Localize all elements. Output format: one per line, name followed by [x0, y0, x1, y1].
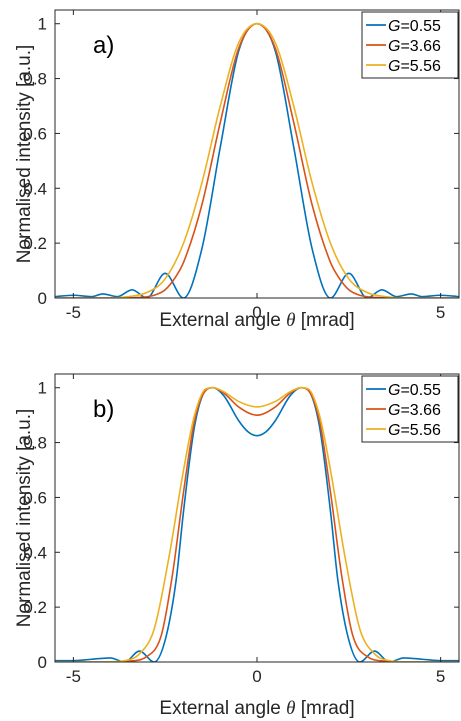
- y-tick-label: 0.6: [23, 124, 47, 143]
- series-group: [55, 386, 459, 662]
- legend-entry: G=3.66: [388, 38, 441, 55]
- panel-label: a): [93, 32, 114, 59]
- series-line-G=0.55: [55, 386, 459, 662]
- y-tick-label: 0: [38, 653, 47, 672]
- x-tick-label: 5: [436, 303, 445, 322]
- x-axis-label: External angle θ [mrad]: [159, 310, 354, 331]
- chart-panel-2: -5 0 5 0 0.2 0.4 0.6 0.8 1 External angle θ [mrad…: [14, 373, 460, 719]
- y-tick-label: 0.8: [23, 434, 47, 453]
- series-line-G=5.56: [55, 22, 459, 298]
- legend-entry: G=5.56: [388, 58, 441, 75]
- series-line-G=3.66: [55, 386, 459, 662]
- x-tick-label: 0: [252, 303, 261, 322]
- legend-entry: G=3.66: [388, 402, 441, 419]
- y-tick-label: 1: [38, 15, 47, 34]
- y-tick-label: 0: [38, 289, 47, 308]
- x-tick-label: 5: [436, 667, 445, 686]
- x-tick-label: 0: [252, 667, 261, 686]
- legend: G=0.55 G=3.66 G=5.56: [361, 11, 459, 79]
- legend: G=0.55 G=3.66 G=5.56: [361, 375, 459, 443]
- series-line-G=5.56: [55, 386, 459, 662]
- panel-label: b): [93, 396, 114, 423]
- y-tick-label: 0.4: [23, 179, 47, 198]
- x-tick-label: -5: [66, 303, 81, 322]
- y-tick-label: 0.2: [23, 234, 47, 253]
- legend-entry: G=5.56: [388, 422, 441, 439]
- y-axis-label: Normalised intensity [a.u.]: [14, 409, 35, 628]
- y-tick-label: 0.4: [23, 543, 47, 562]
- legend-entry: G=0.55: [388, 18, 441, 35]
- y-tick-label: 0.6: [23, 488, 47, 507]
- y-tick-label: 1: [38, 379, 47, 398]
- y-tick-label: 0.8: [23, 70, 47, 89]
- chart-panel-1: -5 0 5 0 0.2 0.4 0.6 0.8 1 External angle θ [mrad…: [14, 9, 460, 331]
- legend-entry: G=0.55: [388, 382, 441, 399]
- y-axis-label: Normalised intensity [a.u.]: [14, 45, 35, 264]
- y-tick-label: 0.2: [23, 598, 47, 617]
- series-group: [55, 22, 459, 298]
- x-tick-label: -5: [66, 667, 81, 686]
- x-axis-label: External angle θ [mrad]: [159, 698, 354, 719]
